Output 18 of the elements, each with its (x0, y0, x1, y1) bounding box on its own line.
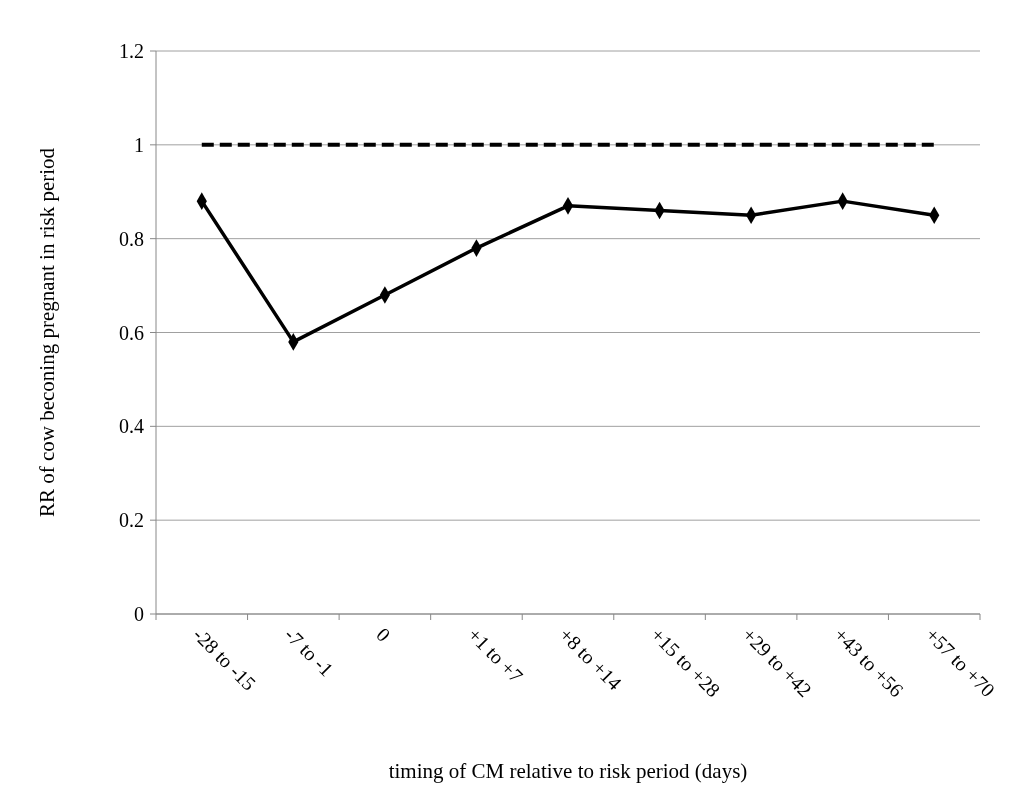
x-tick-label: -7 to -1 (280, 623, 338, 681)
x-tick-label: +29 to +42 (738, 623, 817, 702)
y-tick-label: 0.4 (119, 415, 144, 438)
y-tick-label: 0.8 (119, 227, 144, 250)
x-tick-label: +43 to +56 (829, 623, 908, 702)
y-tick-label: 1 (134, 133, 144, 156)
y-tick-label: 1.2 (119, 40, 144, 62)
y-tick-label: 0.6 (119, 321, 144, 344)
x-tick-label: -28 to -15 (188, 623, 261, 695)
x-tick-label: +57 to +70 (921, 623, 1000, 702)
x-axis-title: timing of CM relative to risk period (days) (388, 759, 748, 783)
x-tick-label: 0 (372, 623, 395, 646)
x-tick-label: +15 to +28 (646, 623, 725, 702)
x-tick-label: +8 to +14 (555, 623, 626, 695)
y-axis-title: RR of cow beconing pregnant in risk period (35, 147, 59, 518)
x-tick-label: +1 to +7 (463, 623, 528, 687)
y-tick-label: 0 (134, 603, 144, 625)
y-tick-label: 0.2 (119, 509, 144, 532)
